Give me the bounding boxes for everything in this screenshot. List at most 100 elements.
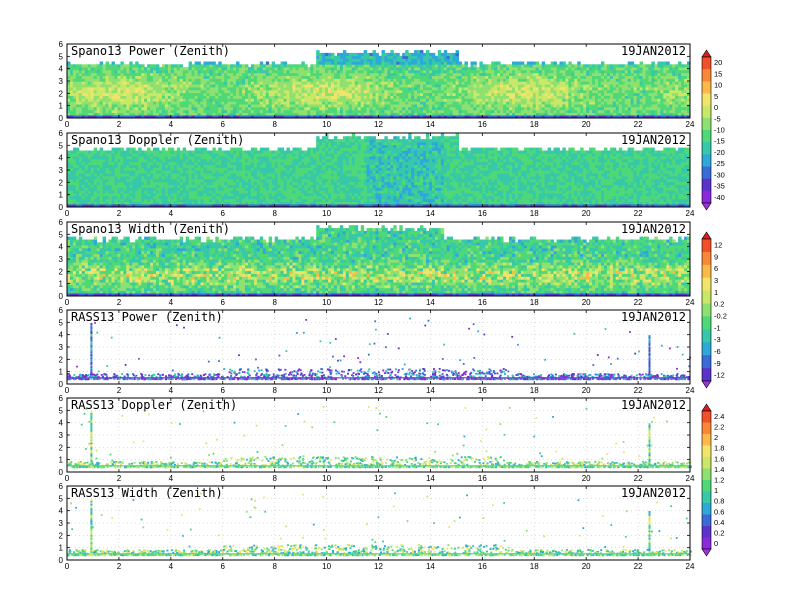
cell — [446, 115, 451, 118]
cell — [642, 70, 646, 74]
cell — [182, 107, 187, 111]
cell — [132, 81, 136, 85]
cell — [206, 112, 210, 116]
cell — [449, 55, 454, 59]
cell — [461, 81, 465, 85]
cell — [651, 101, 655, 105]
cell — [259, 112, 264, 116]
cell — [420, 81, 424, 85]
cell — [150, 78, 154, 82]
cell — [153, 92, 157, 96]
cell — [322, 107, 326, 111]
cell — [200, 95, 204, 99]
cell — [574, 92, 578, 96]
cell — [642, 115, 646, 118]
cell — [212, 72, 216, 76]
cell — [135, 153, 139, 157]
cell — [512, 64, 516, 68]
cell — [84, 176, 89, 180]
cell — [153, 95, 157, 99]
cell — [209, 92, 213, 96]
cell — [378, 70, 382, 74]
cell — [280, 89, 284, 94]
cell — [126, 181, 130, 185]
cell — [90, 109, 95, 113]
cell — [78, 198, 83, 202]
cell — [342, 72, 347, 76]
cell — [325, 87, 329, 91]
cell — [452, 109, 457, 113]
cell — [408, 115, 412, 118]
cell — [354, 115, 359, 118]
cell — [636, 92, 640, 96]
cell — [458, 87, 462, 91]
cell — [167, 87, 172, 91]
cell — [636, 64, 640, 68]
cell — [99, 147, 103, 151]
cell — [212, 89, 216, 94]
cell — [390, 101, 394, 105]
cell — [426, 95, 430, 99]
cell — [286, 75, 290, 79]
cell — [138, 159, 142, 163]
cell — [672, 72, 676, 76]
cell — [402, 109, 406, 113]
cell — [123, 72, 127, 76]
cell — [535, 95, 540, 99]
cell — [375, 115, 379, 118]
cell — [681, 115, 685, 118]
cell — [245, 70, 249, 74]
cell — [598, 92, 602, 96]
cell — [102, 161, 106, 165]
cell — [657, 64, 661, 68]
cell — [470, 75, 474, 79]
cell — [351, 92, 356, 96]
cell — [357, 61, 362, 65]
cell — [461, 92, 465, 96]
cell — [384, 92, 388, 96]
cell — [485, 87, 489, 91]
cell — [102, 75, 106, 79]
cell — [339, 52, 344, 57]
cell — [440, 64, 445, 68]
cell — [129, 81, 133, 85]
cell — [559, 70, 563, 74]
cell — [331, 72, 335, 76]
cell — [420, 101, 424, 105]
cell — [259, 67, 264, 71]
cell — [203, 61, 207, 65]
cell — [657, 61, 661, 65]
cell — [256, 115, 261, 118]
cell — [515, 92, 519, 96]
cell — [592, 104, 596, 108]
cell — [132, 153, 136, 157]
cell — [488, 87, 492, 91]
cell — [215, 92, 219, 96]
cell — [93, 187, 98, 191]
cell — [135, 87, 139, 91]
cell — [126, 198, 130, 202]
cell — [678, 104, 682, 108]
cell — [132, 184, 136, 188]
cell — [553, 98, 557, 102]
cell — [96, 72, 101, 76]
cell — [586, 87, 590, 91]
cell — [544, 70, 548, 74]
cell — [455, 75, 459, 79]
cell — [310, 115, 314, 118]
cell — [434, 101, 439, 105]
cell — [253, 64, 258, 68]
cell — [583, 64, 587, 68]
cell — [67, 81, 71, 85]
cell — [387, 92, 391, 96]
cell — [90, 112, 95, 116]
cell — [72, 84, 77, 88]
cell — [99, 89, 103, 94]
cell — [672, 87, 676, 91]
cell — [369, 101, 373, 105]
cell — [126, 173, 130, 177]
cell — [132, 198, 136, 202]
cell — [583, 98, 587, 102]
cell — [170, 89, 175, 94]
cell — [129, 115, 133, 118]
